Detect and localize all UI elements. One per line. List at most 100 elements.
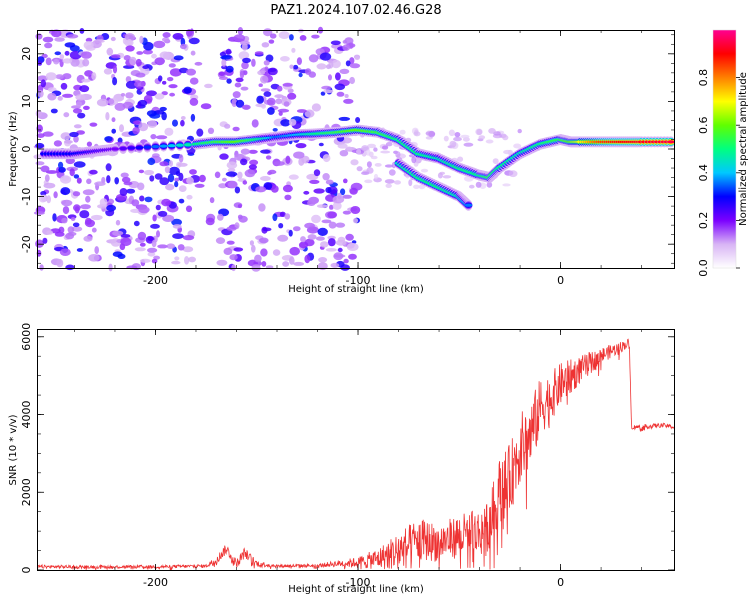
spectrogram-noise-mark — [83, 41, 94, 50]
spectrogram-noise-mark — [382, 145, 389, 150]
spectrogram-noise-mark — [399, 129, 406, 135]
spectrogram-noise-mark — [469, 184, 475, 189]
spectrogram-noise-mark — [517, 128, 522, 134]
spectrogram-noise-mark — [235, 99, 245, 108]
spectrogram-noise-mark — [272, 213, 278, 222]
spectrogram-noise-mark — [112, 230, 124, 236]
spectrogram-noise-mark — [96, 98, 109, 107]
spectrogram-noise-mark — [70, 217, 76, 221]
spectrogram-noise-mark — [43, 182, 56, 189]
spectrogram-noise-mark — [273, 161, 285, 166]
spectrogram-noise-mark — [89, 169, 98, 175]
spectrogram-noise-mark — [218, 183, 228, 189]
spectrogram-noise-mark — [237, 171, 243, 179]
spectrogram-noise-mark — [217, 213, 224, 221]
spectrogram-noise-mark — [146, 110, 157, 117]
snr-y-tick-label: 2000 — [20, 478, 33, 506]
spectrogram-noise-mark — [64, 50, 70, 56]
spectrogram-noise-mark — [272, 128, 278, 132]
spectrogram-noise-mark — [174, 181, 179, 188]
spectrogram-noise-mark — [327, 238, 336, 247]
spectrogram-noise-mark — [311, 34, 320, 39]
spectrogram-noise-mark — [265, 54, 274, 63]
spectrogram-ridge-mark — [159, 144, 168, 148]
spectrogram-noise-mark — [83, 235, 93, 242]
spectrogram-noise-mark — [204, 83, 213, 89]
spectrogram-noise-mark — [120, 93, 126, 97]
spectrogram-noise-mark — [37, 75, 49, 82]
spectrogram-noise-mark — [180, 116, 186, 120]
spectrogram-noise-mark — [133, 220, 140, 227]
spectrogram-noise-mark — [311, 103, 321, 112]
spectrogram-noise-mark — [138, 169, 145, 174]
snr-x-axis-title: Height of straight line (km) — [288, 584, 424, 595]
spectrogram-noise-mark — [207, 127, 215, 134]
spectrogram-noise-mark — [73, 204, 81, 212]
spectrogram-noise-mark — [345, 60, 351, 67]
spectrogram-noise-mark — [139, 242, 146, 247]
spectrogram-noise-mark — [268, 39, 275, 44]
spectrogram-noise-mark — [135, 58, 142, 67]
spectrogram-noise-mark — [35, 33, 43, 40]
spectrogram-noise-mark — [454, 132, 461, 138]
spectrogram-noise-mark — [226, 240, 235, 245]
spectrogram-noise-mark — [196, 128, 204, 137]
spectrogram-noise-mark — [240, 86, 249, 91]
spectrogram-noise-mark — [251, 119, 259, 128]
spectrogram-noise-mark — [38, 194, 47, 203]
spectrogram-noise-mark — [57, 96, 63, 101]
spectrogram-y-tick-label: 10 — [20, 94, 33, 108]
spectrogram-noise-mark — [111, 128, 116, 134]
snr-y-tick-label: 0 — [20, 567, 33, 574]
spectrogram-noise-mark — [225, 48, 232, 55]
spectrogram-noise-mark — [125, 45, 135, 52]
spectrogram-noise-mark — [65, 232, 74, 240]
spectrogram-noise-mark — [284, 213, 291, 220]
spectrogram-noise-mark — [94, 181, 106, 186]
snr-x-tick-label: 0 — [557, 576, 564, 589]
spectrogram-noise-mark — [259, 237, 269, 244]
spectrogram-noise-mark — [502, 183, 511, 187]
spectrogram-noise-mark — [139, 195, 145, 202]
spectrogram-noise-mark — [138, 206, 150, 214]
spectrogram-noise-mark — [343, 258, 349, 264]
spectrogram-noise-mark — [167, 173, 175, 183]
spectrogram-noise-mark — [153, 40, 166, 49]
spectrogram-noise-mark — [189, 97, 199, 106]
spectrogram-noise-mark — [242, 180, 248, 185]
spectrogram-noise-mark — [215, 237, 226, 245]
spectrogram-noise-mark — [304, 254, 311, 264]
spectrogram-noise-mark — [139, 258, 151, 263]
spectrogram-noise-mark — [513, 143, 522, 149]
spectrogram-noise-mark — [313, 188, 325, 194]
spectrogram-noise-mark — [229, 254, 238, 261]
spectrogram-noise-mark — [226, 226, 237, 231]
spectrogram-noise-mark — [335, 72, 341, 81]
spectrogram-noise-mark — [178, 172, 184, 182]
spectrogram-noise-mark — [261, 104, 266, 109]
spectrogram-noise-mark — [338, 116, 351, 121]
spectrogram-noise-mark — [46, 195, 51, 204]
spectrogram-noise-mark — [346, 243, 359, 251]
spectrogram-noise-mark — [340, 188, 346, 196]
spectrogram-noise-mark — [307, 199, 316, 206]
spectrogram-noise-mark — [370, 155, 378, 160]
snr-x-axis: -200 -100 0 — [74, 329, 642, 589]
spectrogram-ridge-mark — [167, 144, 176, 148]
spectrogram-noise-mark — [186, 68, 196, 76]
spectrogram-noise-mark — [460, 134, 470, 139]
spectrogram-noise-mark — [77, 112, 86, 119]
spectrogram-noise-mark — [136, 51, 144, 55]
spectrogram-noise-mark — [241, 104, 251, 110]
spectrogram-ridge-mark — [666, 140, 675, 144]
spectrogram-noise-mark — [53, 58, 60, 65]
spectrogram-noise-mark — [364, 179, 373, 184]
snr-x-tick-label: -200 — [143, 576, 168, 589]
spectrogram-noise-mark — [182, 246, 194, 253]
spectrogram-noise-mark — [122, 101, 134, 109]
spectrogram-noise-mark — [411, 156, 417, 164]
spectrogram-noise-mark — [81, 78, 91, 83]
snr-y-axis-title: SNR (10 * v/v) — [8, 414, 19, 485]
spectrogram-noise-mark — [164, 166, 171, 174]
spectrogram-noise-mark — [326, 64, 331, 70]
